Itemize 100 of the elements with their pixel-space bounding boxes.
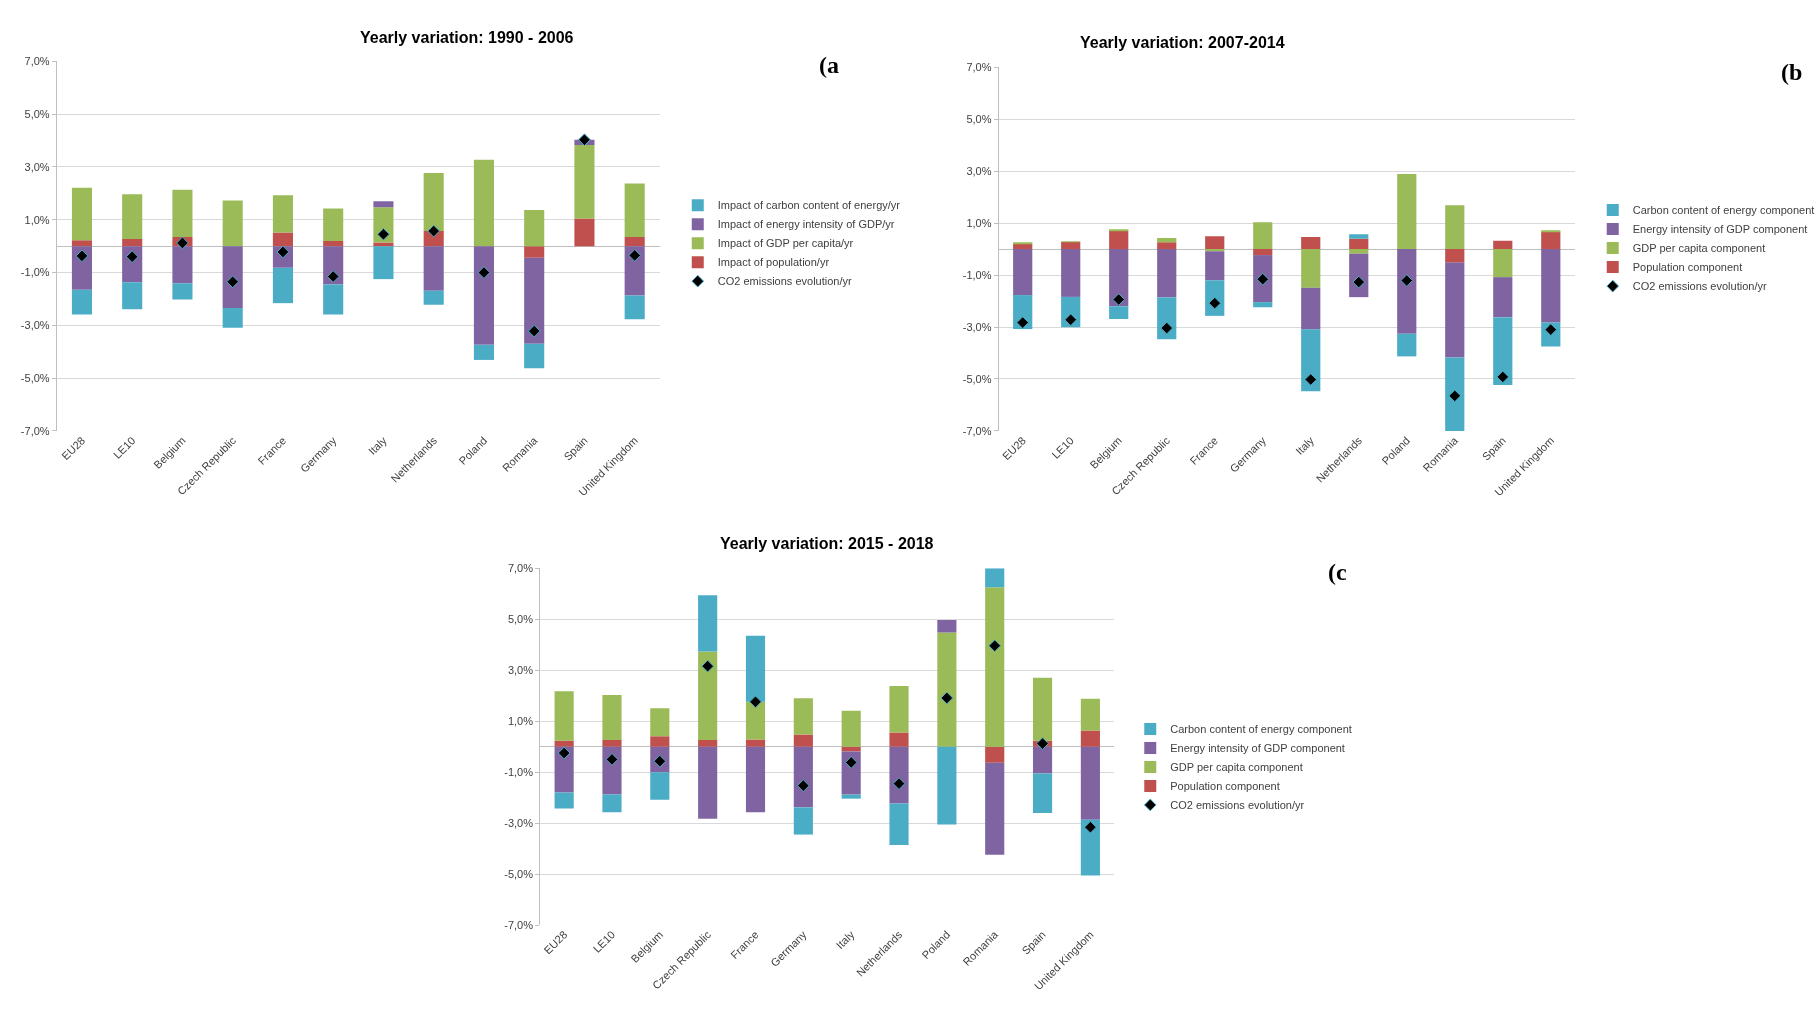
y-tick-label: 3,0% [507, 664, 534, 677]
bar [624, 246, 645, 296]
point [701, 659, 715, 673]
bar [650, 708, 670, 737]
bar [554, 746, 574, 793]
point [1016, 316, 1030, 329]
y-tick-label: 5,0% [966, 113, 992, 126]
bar [323, 241, 344, 247]
bar [1205, 251, 1225, 281]
point [1400, 274, 1414, 287]
bar [985, 746, 1005, 763]
bar [1301, 236, 1321, 250]
text: (b [1781, 59, 1803, 85]
legend-label: GDP per capita component [1632, 242, 1766, 255]
point [578, 133, 591, 147]
bar [1253, 249, 1273, 256]
point [75, 249, 89, 263]
legend-label: Energy intensity of GDP component [1632, 223, 1808, 236]
bar [423, 290, 444, 305]
bar [1445, 357, 1465, 431]
bar [122, 282, 143, 310]
bar [698, 746, 718, 819]
bar [323, 208, 344, 242]
point [844, 756, 858, 769]
bar [1109, 249, 1129, 307]
bar [373, 246, 394, 280]
legend-label: Carbon content of energy component [1170, 723, 1352, 736]
legend-label: Impact of carbon content of energy/yr [717, 199, 901, 212]
bar [222, 307, 243, 328]
bar [71, 240, 92, 247]
legend-label: CO2 emissions evolution/yr [1170, 799, 1305, 812]
point [1084, 820, 1097, 834]
bar [1061, 249, 1081, 297]
bar [889, 803, 909, 846]
bar [373, 242, 394, 247]
point [988, 639, 1002, 653]
bar [624, 183, 645, 237]
legend-label: Population component [1632, 261, 1743, 274]
bar [473, 344, 494, 360]
bar [473, 246, 494, 345]
bar [1032, 677, 1053, 741]
point [892, 777, 906, 790]
x-tick-label: Italy [833, 928, 857, 952]
y-tick-label: 7,0% [507, 562, 534, 575]
legend-label: CO2 emissions evolution/yr [717, 275, 852, 288]
bar [423, 246, 444, 291]
legend-label: Carbon content of energy component [1632, 204, 1815, 217]
legend-label: CO2 emissions evolution/yr [1632, 280, 1767, 293]
bar [423, 173, 444, 232]
point [1496, 370, 1510, 384]
bar [1541, 249, 1561, 323]
point [1036, 737, 1049, 750]
bar [698, 740, 718, 747]
bar [1109, 230, 1129, 250]
bar [1109, 229, 1129, 232]
bar [574, 218, 595, 247]
bar [1205, 249, 1225, 252]
bar [1301, 287, 1321, 330]
bar [1253, 222, 1273, 250]
bar [1061, 242, 1081, 250]
bar [1301, 329, 1321, 392]
bar [841, 710, 861, 747]
bar [1397, 333, 1417, 357]
bar [1397, 249, 1417, 334]
bar [1013, 242, 1033, 245]
bar [889, 732, 909, 747]
bar [122, 194, 143, 240]
bar [937, 620, 957, 633]
y-tick-label: -1,0% [504, 765, 534, 778]
y-tick-label: 5,0% [24, 107, 50, 120]
bar [650, 772, 670, 800]
bar [841, 746, 861, 752]
y-tick-label: -3,0% [962, 320, 992, 333]
bar [71, 187, 92, 241]
point [527, 324, 541, 338]
bar [1080, 698, 1100, 731]
y-tick-label: 1,0% [24, 213, 50, 226]
bar [272, 232, 293, 247]
bar [793, 746, 813, 808]
y-tick-label: -1,0% [20, 266, 50, 279]
bar [1013, 249, 1033, 296]
point [1304, 373, 1318, 386]
point [557, 746, 571, 760]
bar [1445, 249, 1465, 263]
x-tick-label: Italy [1293, 433, 1317, 458]
y-tick-label: -7,0% [962, 424, 992, 437]
bar [602, 740, 622, 747]
bar [574, 145, 595, 219]
bar [554, 792, 574, 809]
legend-label: Impact of GDP per capita/yr [717, 237, 854, 250]
bar [554, 740, 574, 747]
bar [1349, 238, 1369, 250]
point [377, 227, 390, 241]
bar [937, 632, 957, 747]
bar [698, 595, 718, 652]
y-tick-label: -7,0% [20, 424, 50, 437]
point [1160, 321, 1174, 335]
bar [272, 267, 293, 304]
bar [793, 734, 813, 747]
bar [1541, 230, 1561, 233]
